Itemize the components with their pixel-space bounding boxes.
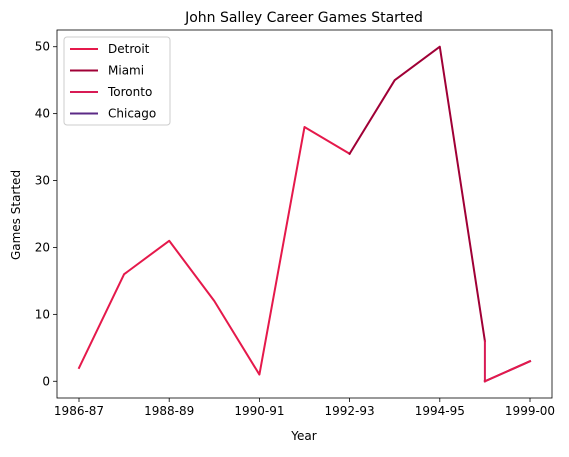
- legend-label-toronto: Toronto: [107, 85, 152, 99]
- x-tick-label: 1994-95: [415, 404, 465, 418]
- y-tick-label: 40: [35, 107, 50, 121]
- chart-title: John Salley Career Games Started: [184, 10, 423, 26]
- series-line-detroit: [77, 126, 351, 376]
- plot-frame: [56, 29, 553, 399]
- y-tick-label: 20: [35, 240, 50, 254]
- y-tick-label: 50: [35, 40, 50, 54]
- y-tick-label: 0: [42, 374, 50, 388]
- legend-box: [63, 36, 171, 126]
- y-axis-label: Games Started: [9, 170, 23, 260]
- series-line-overlay: [483, 359, 532, 383]
- legend-label-detroit: Detroit: [108, 42, 150, 56]
- x-tick-label: 1992-93: [325, 404, 375, 418]
- y-tick-label: 10: [35, 307, 50, 321]
- x-tick-label: 1999-00: [505, 404, 555, 418]
- plot-area: 1986-87 1988-89 1990-91 1992-93 1994-95 1999-…: [35, 29, 555, 418]
- legend-label-miami: Miami: [108, 64, 144, 78]
- legend-label-chicago: Chicago: [108, 107, 156, 121]
- x-tick-label: 1986-87: [54, 404, 104, 418]
- x-tick-label: 1990-91: [234, 404, 284, 418]
- y-tick-label: 30: [35, 174, 50, 188]
- x-axis-label: Year: [290, 429, 316, 443]
- series-line-miami: [348, 45, 487, 343]
- x-tick-label: 1988-89: [144, 404, 194, 418]
